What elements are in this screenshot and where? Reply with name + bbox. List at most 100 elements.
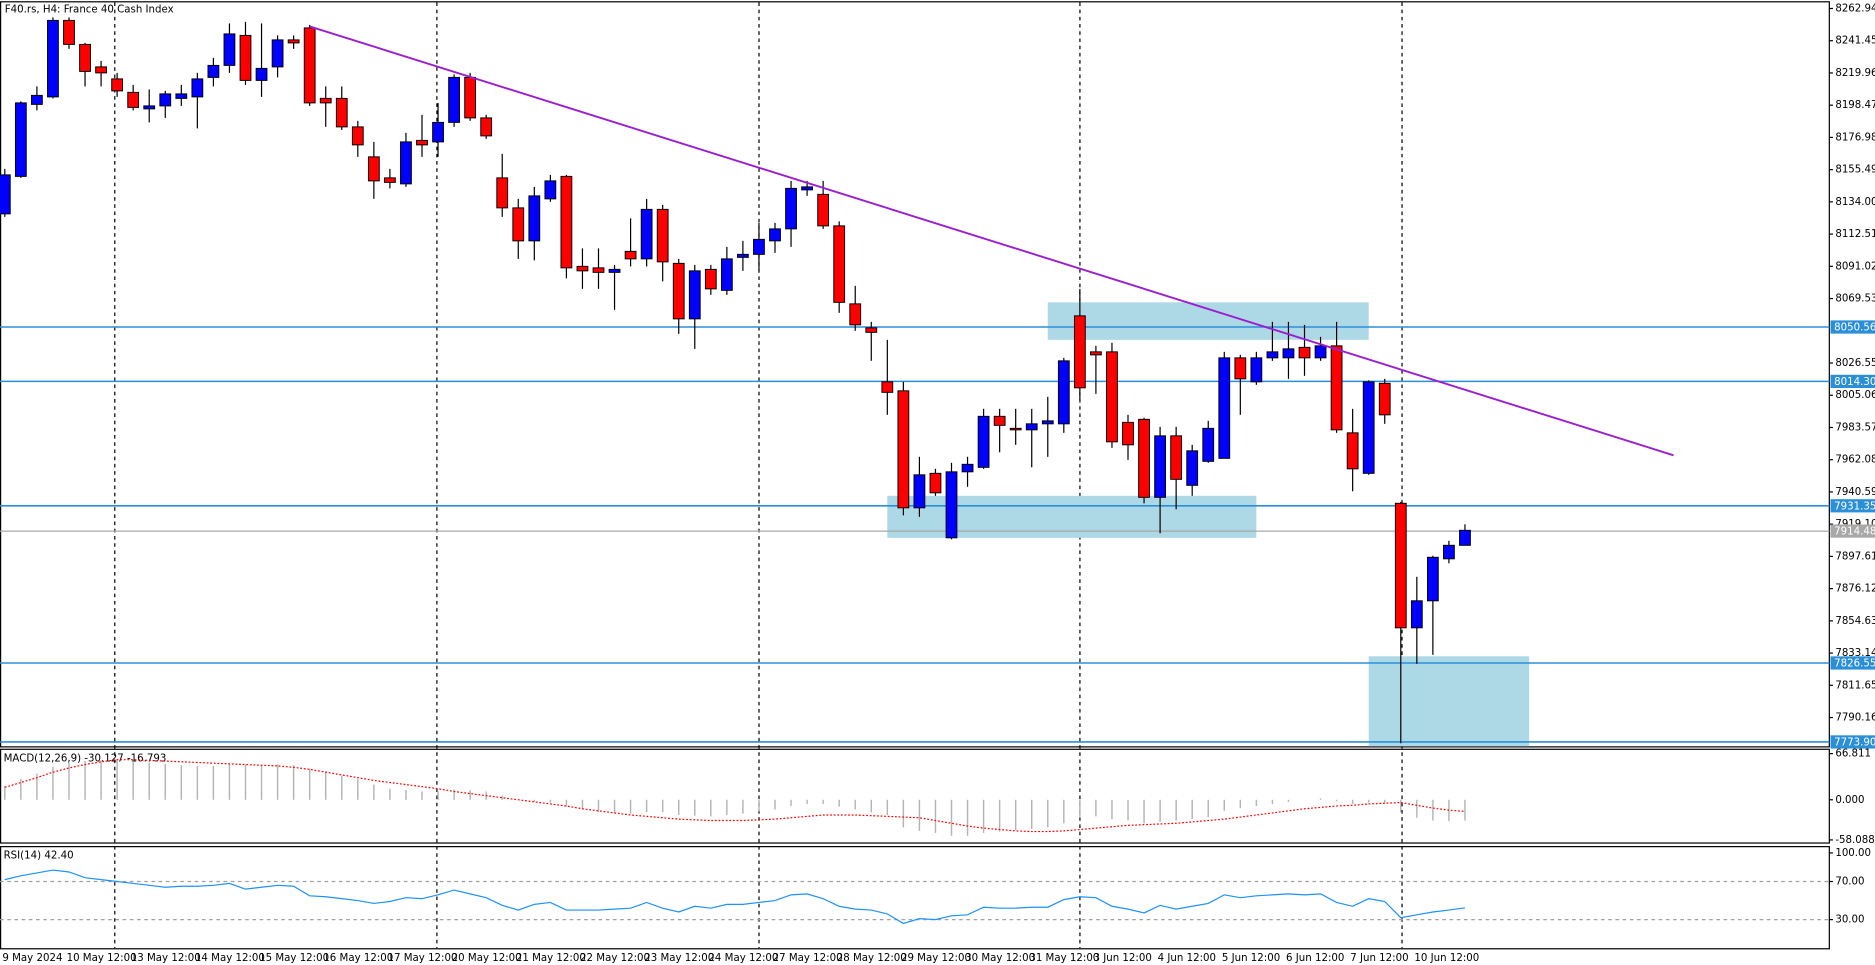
macd-panel-frame bbox=[0, 748, 1830, 844]
y-tick-label: 8219.96 bbox=[1835, 68, 1875, 79]
x-tick-label: 16 May 12:00 bbox=[323, 953, 393, 964]
candle-body bbox=[127, 91, 140, 108]
candle-body bbox=[159, 93, 172, 107]
x-tick-label: 10 Jun 12:00 bbox=[1414, 953, 1479, 964]
candle-body bbox=[640, 208, 653, 260]
candle-body bbox=[432, 121, 444, 143]
level-label: 8014.30 bbox=[1834, 377, 1875, 388]
x-tick-label: 22 May 12:00 bbox=[580, 953, 650, 964]
candle-body bbox=[849, 303, 862, 326]
candle-body bbox=[14, 102, 27, 177]
candle-body bbox=[993, 415, 1006, 426]
y-tick-label: 7962.08 bbox=[1835, 455, 1875, 466]
candle-body bbox=[720, 258, 733, 291]
candle-body bbox=[1426, 556, 1439, 602]
candle-body bbox=[897, 390, 910, 509]
x-tick-label: 3 Jun 12:00 bbox=[1094, 953, 1152, 964]
x-tick-label: 5 Jun 12:00 bbox=[1222, 953, 1280, 964]
candle-body bbox=[271, 39, 284, 68]
candle-body bbox=[448, 76, 460, 123]
rsi-panel-frame bbox=[0, 846, 1830, 950]
candle-body bbox=[769, 228, 781, 242]
candle-body bbox=[1138, 418, 1150, 498]
y-tick-label: 8069.53 bbox=[1835, 294, 1875, 305]
candle-body bbox=[704, 268, 717, 290]
y-tick-label: 30.00 bbox=[1835, 915, 1864, 926]
candle-body bbox=[1234, 357, 1247, 380]
y-tick-label: 7833.14 bbox=[1835, 648, 1875, 659]
candle-body bbox=[945, 471, 958, 539]
x-tick-label: 28 May 12:00 bbox=[837, 953, 907, 964]
candle-body bbox=[1202, 427, 1215, 462]
candle-body bbox=[1122, 421, 1134, 446]
candle-body bbox=[977, 415, 990, 468]
candle-body bbox=[528, 195, 541, 242]
candle-body bbox=[207, 64, 220, 78]
candle-body bbox=[287, 39, 300, 44]
candle-body bbox=[1170, 435, 1183, 480]
candle-body bbox=[0, 174, 11, 215]
candle-body bbox=[496, 177, 509, 209]
y-tick-label: 8241.45 bbox=[1835, 36, 1875, 47]
candle-body bbox=[1282, 348, 1295, 359]
candle-body bbox=[1090, 351, 1102, 356]
candle-body bbox=[239, 34, 252, 81]
candle-body bbox=[560, 175, 573, 269]
y-tick-label: 0.000 bbox=[1835, 795, 1864, 806]
candle-body bbox=[1330, 345, 1343, 431]
candle-body bbox=[1443, 544, 1455, 560]
candle-body bbox=[303, 27, 316, 104]
x-tick-label: 24 May 12:00 bbox=[708, 953, 778, 964]
x-tick-label: 15 May 12:00 bbox=[259, 953, 329, 964]
x-tick-label: 4 Jun 12:00 bbox=[1158, 953, 1216, 964]
trendline bbox=[309, 25, 1674, 457]
y-tick-label: 7811.65 bbox=[1835, 680, 1875, 691]
x-tick-label: 17 May 12:00 bbox=[388, 953, 458, 964]
chart-title: F40.rs, H4: France 40 Cash Index bbox=[5, 5, 174, 16]
y-tick-label: 8134.00 bbox=[1835, 197, 1875, 208]
x-tick-label: 6 Jun 12:00 bbox=[1286, 953, 1344, 964]
candle-body bbox=[576, 265, 589, 272]
candle-body bbox=[1106, 351, 1118, 443]
level-label-box bbox=[1830, 320, 1875, 334]
candle-body bbox=[63, 19, 75, 45]
x-tick-label: 27 May 12:00 bbox=[773, 953, 843, 964]
candle-body bbox=[480, 117, 493, 137]
candle-body bbox=[351, 126, 364, 146]
level-label: 7931.35 bbox=[1834, 501, 1875, 512]
candle-body bbox=[400, 141, 412, 185]
x-tick-label: 14 May 12:00 bbox=[195, 953, 265, 964]
candle-body bbox=[1298, 346, 1311, 359]
candle-body bbox=[608, 268, 621, 273]
x-tick-label: 10 May 12:00 bbox=[67, 953, 137, 964]
candle-body bbox=[223, 33, 236, 66]
price-label-box bbox=[1830, 524, 1875, 538]
candle-body bbox=[656, 208, 669, 263]
candle-body bbox=[1057, 360, 1070, 425]
price-label: 7914.48 bbox=[1834, 527, 1875, 538]
candle-body bbox=[1041, 420, 1054, 425]
level-label-box bbox=[1830, 735, 1875, 749]
candle-body bbox=[111, 78, 124, 92]
rsi-line bbox=[4, 869, 1466, 925]
candle-body bbox=[913, 474, 926, 509]
y-tick-label: 7876.12 bbox=[1835, 584, 1875, 595]
candle-body bbox=[833, 225, 846, 303]
y-tick-label: 70.00 bbox=[1835, 877, 1864, 888]
candle-body bbox=[31, 94, 43, 105]
level-label: 8050.56 bbox=[1834, 323, 1875, 334]
candle-body bbox=[961, 463, 974, 473]
y-tick-label: 66.811 bbox=[1835, 749, 1871, 760]
candle-body bbox=[1218, 357, 1231, 459]
candle-body bbox=[47, 19, 59, 98]
y-tick-label: 8026.55 bbox=[1835, 358, 1875, 369]
x-tick-label: 30 May 12:00 bbox=[965, 953, 1035, 964]
main-panel-frame bbox=[0, 1, 1830, 748]
x-tick-label: 21 May 12:00 bbox=[516, 953, 586, 964]
candle-body bbox=[416, 139, 428, 146]
x-tick-label: 23 May 12:00 bbox=[644, 953, 714, 964]
candle-body bbox=[817, 193, 830, 227]
candle-body bbox=[865, 327, 878, 333]
candle-body bbox=[335, 97, 348, 128]
candle-body bbox=[672, 262, 685, 320]
